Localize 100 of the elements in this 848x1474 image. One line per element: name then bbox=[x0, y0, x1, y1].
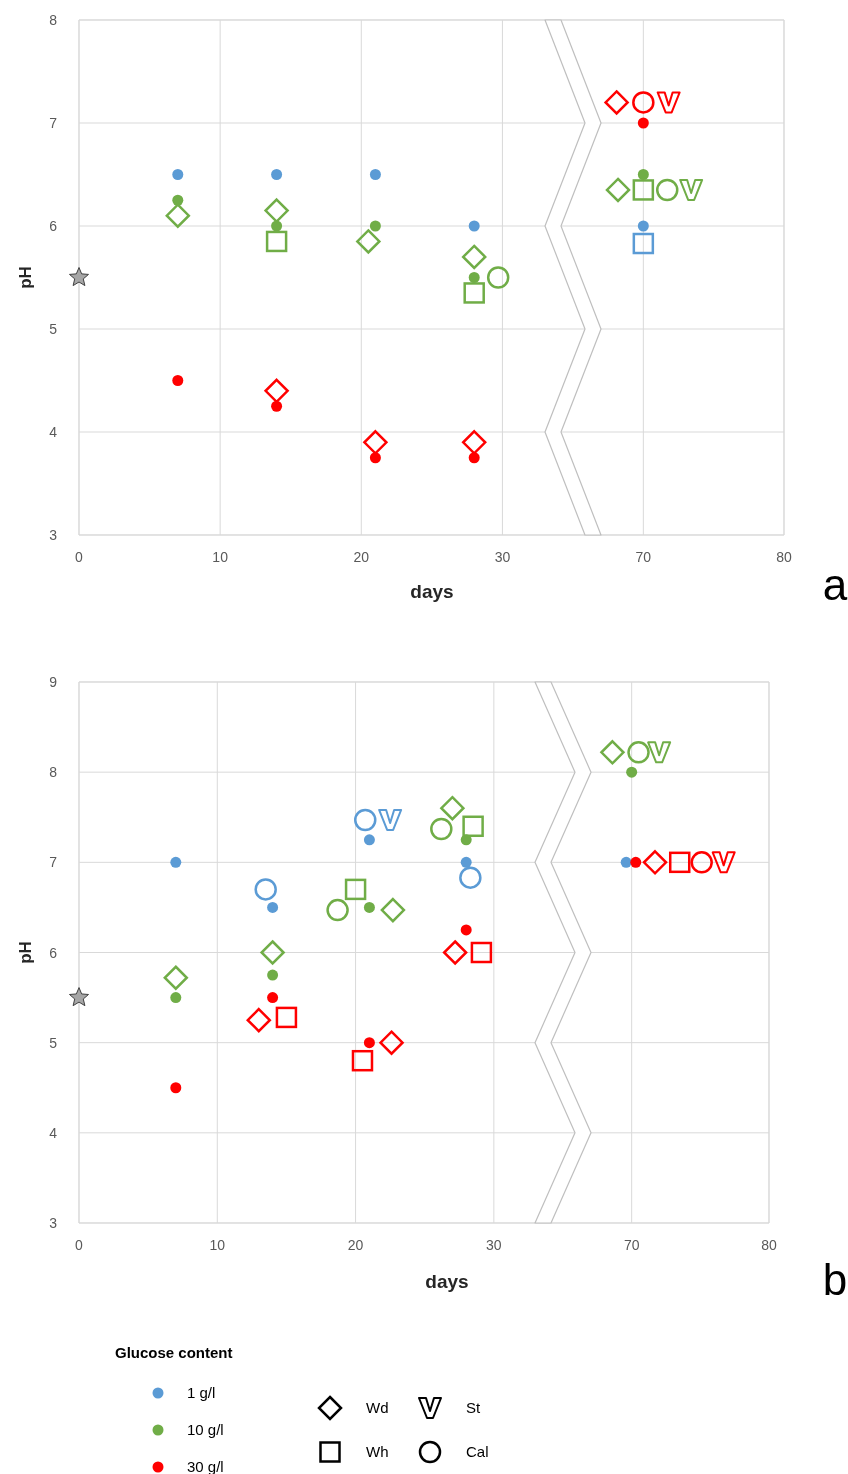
point bbox=[267, 992, 279, 1004]
x-tick-label: 80 bbox=[776, 549, 792, 565]
x-tick-label: 20 bbox=[347, 1237, 364, 1253]
x-tick-label: 0 bbox=[75, 1237, 84, 1253]
point bbox=[354, 808, 377, 832]
x-tick-label: 70 bbox=[623, 1237, 640, 1253]
legend-label: 10 g/l bbox=[187, 1421, 224, 1438]
point bbox=[637, 169, 649, 180]
point bbox=[369, 169, 381, 180]
point bbox=[460, 856, 472, 868]
point bbox=[637, 220, 649, 232]
point bbox=[271, 169, 283, 180]
point bbox=[170, 992, 182, 1004]
point bbox=[656, 91, 681, 114]
legend-label: 1 g/l bbox=[187, 1384, 216, 1401]
text: a bbox=[822, 560, 848, 609]
text: Wh bbox=[366, 1443, 389, 1460]
point bbox=[363, 1037, 375, 1049]
point bbox=[356, 229, 381, 254]
point bbox=[380, 897, 406, 923]
x-tick-label: 70 bbox=[635, 549, 652, 565]
point bbox=[461, 244, 487, 270]
point bbox=[462, 815, 484, 838]
point bbox=[369, 452, 381, 464]
point bbox=[440, 795, 465, 821]
y-tick-label: 6 bbox=[49, 218, 58, 234]
point bbox=[459, 866, 482, 889]
y-tick-label: 8 bbox=[49, 12, 58, 28]
y-tick-label: 3 bbox=[49, 527, 58, 543]
point bbox=[246, 1007, 272, 1033]
x-axis-title: days bbox=[410, 581, 454, 602]
point bbox=[170, 856, 182, 868]
y-axis-title: pH bbox=[16, 266, 35, 289]
y-tick-label: 6 bbox=[49, 944, 58, 961]
point bbox=[656, 178, 679, 202]
point bbox=[463, 282, 485, 304]
point bbox=[264, 198, 289, 223]
point bbox=[632, 232, 655, 255]
y-axis-title: pH bbox=[16, 941, 35, 964]
point bbox=[172, 169, 184, 180]
point bbox=[363, 430, 388, 455]
y-tick-label: 9 bbox=[49, 674, 58, 690]
point bbox=[68, 987, 90, 1007]
y-tick-label: 3 bbox=[49, 1215, 58, 1231]
y-tick-label: 7 bbox=[49, 854, 58, 871]
point bbox=[468, 452, 480, 464]
text: St bbox=[466, 1399, 481, 1416]
text: Wd bbox=[366, 1399, 389, 1416]
y-tick-label: 5 bbox=[49, 1034, 58, 1051]
point bbox=[468, 220, 480, 232]
point bbox=[637, 117, 649, 129]
point bbox=[260, 940, 285, 965]
point bbox=[679, 178, 704, 201]
point bbox=[430, 817, 453, 841]
point bbox=[254, 878, 277, 901]
point bbox=[275, 1006, 298, 1029]
point bbox=[271, 400, 283, 412]
y-tick-label: 7 bbox=[49, 115, 58, 131]
legend-title: Glucose content bbox=[115, 1344, 233, 1361]
x-tick-label: 10 bbox=[212, 549, 229, 565]
y-tick-label: 4 bbox=[49, 1124, 58, 1141]
x-tick-label: 30 bbox=[486, 1237, 502, 1253]
point bbox=[267, 969, 279, 981]
point bbox=[379, 1030, 404, 1055]
x-tick-label: 20 bbox=[353, 549, 370, 565]
x-axis-title: days bbox=[425, 1271, 469, 1292]
point bbox=[351, 1049, 374, 1072]
point bbox=[486, 266, 510, 289]
point bbox=[163, 965, 189, 990]
point bbox=[271, 220, 283, 232]
text: Cal bbox=[466, 1443, 489, 1460]
point bbox=[363, 901, 375, 913]
point bbox=[461, 430, 487, 455]
x-tick-label: 80 bbox=[761, 1237, 777, 1253]
y-tick-label: 4 bbox=[49, 424, 58, 440]
y-tick-label: 5 bbox=[49, 321, 58, 337]
point bbox=[369, 220, 381, 232]
point bbox=[170, 1082, 182, 1094]
point bbox=[68, 267, 90, 287]
point bbox=[172, 375, 184, 386]
x-tick-label: 10 bbox=[209, 1237, 226, 1253]
point bbox=[442, 940, 468, 965]
point bbox=[265, 230, 288, 253]
point bbox=[604, 90, 629, 115]
point bbox=[632, 179, 655, 201]
x-tick-label: 0 bbox=[75, 549, 84, 565]
point bbox=[326, 898, 349, 922]
point bbox=[605, 177, 631, 203]
point bbox=[632, 91, 655, 114]
point bbox=[468, 272, 480, 283]
point bbox=[363, 834, 375, 846]
y-tick-label: 8 bbox=[49, 764, 58, 781]
point bbox=[460, 924, 472, 936]
text: b bbox=[822, 1255, 848, 1304]
point bbox=[378, 808, 403, 831]
x-tick-label: 30 bbox=[494, 549, 511, 565]
point bbox=[264, 378, 289, 404]
point bbox=[267, 901, 279, 913]
point bbox=[172, 194, 184, 206]
point bbox=[344, 878, 367, 901]
